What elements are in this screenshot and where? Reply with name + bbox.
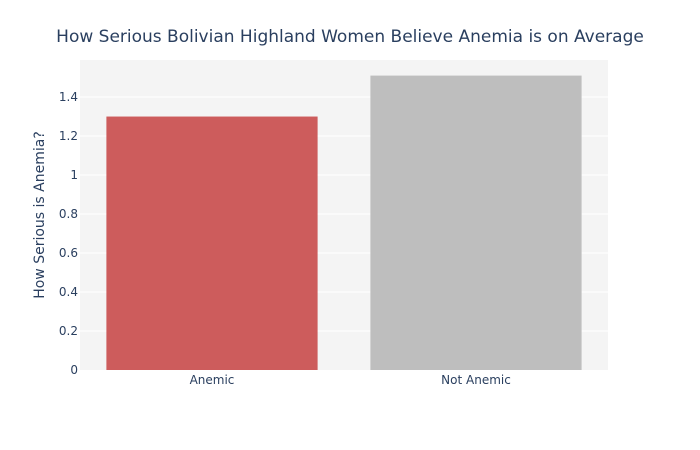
x-tick-label: Anemic	[190, 373, 235, 387]
y-tick-label: 0	[70, 363, 78, 377]
x-tick-labels: Anemic Not Anemic	[190, 373, 511, 387]
y-tick-label: 0.8	[59, 207, 78, 221]
y-tick-labels: 0 0.2 0.4 0.6 0.8 1 1.2 1.4	[59, 90, 78, 377]
y-tick-label: 0.4	[59, 285, 78, 299]
bar-not-anemic	[370, 75, 582, 371]
y-axis-title: How Serious is Anemia?	[32, 131, 48, 299]
x-tick-label: Not Anemic	[441, 373, 511, 387]
chart-title: How Serious Bolivian Highland Women Beli…	[56, 27, 644, 47]
y-tick-label: 0.6	[59, 246, 78, 260]
y-tick-label: 1	[70, 168, 78, 182]
y-tick-label: 1.4	[59, 90, 78, 104]
y-tick-label: 1.2	[59, 129, 78, 143]
y-tick-label: 0.2	[59, 324, 78, 338]
bars	[106, 75, 582, 371]
bar-anemic	[106, 116, 318, 370]
